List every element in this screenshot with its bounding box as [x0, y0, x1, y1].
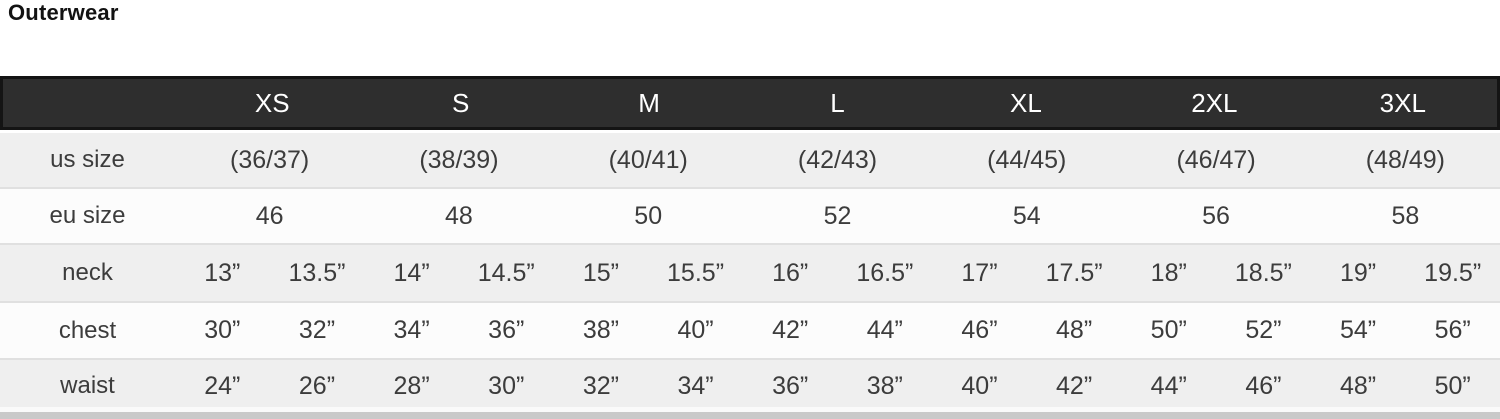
size-value-cell: (42/43)	[797, 145, 878, 174]
size-value-cell: 52	[823, 201, 852, 230]
row-label: neck	[62, 259, 113, 286]
size-value-cell: 54”	[1339, 316, 1377, 344]
size-value-cell: (36/37)	[230, 145, 310, 174]
size-value-cell: 28”	[393, 371, 430, 400]
size-value-cell: 44”	[1150, 371, 1187, 400]
size-value-cell: 48”	[1056, 316, 1093, 344]
size-value-cell: 14”	[393, 258, 430, 287]
measurement-row: eu size 46 48 50 52 54 56 58	[0, 187, 1500, 243]
size-value-cell: 56	[1202, 201, 1230, 230]
size-column-header: XL	[1010, 87, 1042, 118]
size-column-header: L	[830, 87, 845, 118]
size-value-cell: 46	[255, 201, 284, 230]
size-value-cell: 19.5”	[1424, 258, 1482, 287]
size-value-cell: 40”	[961, 371, 998, 400]
row-label: chest	[58, 316, 117, 344]
size-value-cell: 42”	[1056, 371, 1093, 400]
measurement-row: us size (36/37) (38/39) (40/41) (42/43) (44/4…	[0, 130, 1500, 187]
size-value-cell: 52”	[1245, 316, 1282, 344]
size-value-cell: 30”	[488, 371, 525, 400]
size-value-cell: 34”	[393, 316, 430, 344]
size-value-cell: 15.5”	[667, 258, 725, 287]
row-label: us size	[50, 146, 125, 173]
size-column-header: XS	[254, 87, 290, 118]
measurement-row: waist 24” 26” 28” 30” 32” 34” 36” 38” 40” 42” 44” 46…	[0, 358, 1500, 412]
size-value-cell: 48”	[1339, 371, 1377, 400]
size-value-cell: 54	[1012, 201, 1041, 230]
size-value-cell: 44”	[866, 316, 903, 344]
size-value-cell: (48/49)	[1365, 145, 1445, 174]
size-value-cell: 30”	[204, 316, 241, 344]
size-value-cell: 50	[634, 201, 663, 230]
size-value-cell: (44/45)	[987, 145, 1067, 174]
size-value-cell: 50”	[1434, 371, 1471, 400]
size-value-cell: 15”	[582, 258, 619, 287]
size-value-cell: 42”	[772, 316, 809, 344]
size-value-cell: 48	[445, 201, 473, 230]
size-value-cell: 24”	[204, 371, 241, 400]
size-value-cell: 56”	[1434, 316, 1471, 344]
size-value-cell: 18.5”	[1234, 258, 1292, 287]
size-value-cell: 14.5”	[477, 258, 535, 287]
size-value-cell: 16”	[772, 258, 809, 287]
size-value-cell: 19”	[1339, 258, 1377, 287]
next-section-top-edge	[0, 407, 1500, 419]
size-value-cell: 13”	[204, 258, 241, 287]
size-value-cell: (40/41)	[608, 145, 688, 174]
size-value-cell: (46/47)	[1176, 145, 1256, 174]
size-column-header: 3XL	[1379, 87, 1426, 118]
size-value-cell: 32”	[582, 371, 619, 400]
size-header-row: XS S M L XL 2XL 3XL	[0, 76, 1500, 130]
row-label: waist	[60, 372, 115, 399]
size-value-cell: 40”	[677, 316, 714, 344]
size-value-cell: 36”	[772, 371, 809, 400]
size-value-cell: 34”	[677, 371, 714, 400]
chart-title: Outerwear	[8, 0, 119, 25]
row-label: eu size	[49, 202, 126, 229]
size-value-cell: 38”	[866, 371, 903, 400]
size-value-cell: 13.5”	[288, 258, 346, 287]
size-value-cell: 46”	[1245, 371, 1282, 400]
size-value-cell: 38”	[582, 316, 619, 344]
size-value-cell: 17”	[961, 258, 998, 287]
size-value-cell: (38/39)	[419, 145, 499, 174]
measurement-row: chest 30” 32” 34” 36” 38” 40” 42” 44” 46” 48” 50” 52…	[0, 301, 1500, 358]
size-value-cell: 17.5”	[1045, 258, 1103, 287]
size-value-cell: 18”	[1150, 258, 1187, 287]
size-value-cell: 46”	[961, 316, 998, 344]
size-column-header: 2XL	[1191, 87, 1238, 118]
size-value-cell: 16.5”	[856, 258, 914, 287]
size-value-cell: 32”	[298, 316, 336, 344]
size-value-cell: 36”	[488, 316, 525, 344]
size-column-header: S	[451, 87, 470, 118]
size-value-cell: 58	[1391, 201, 1420, 230]
size-value-cell: 50”	[1150, 316, 1187, 344]
measurement-row: neck 13” 13.5” 14” 14.5” 15” 15.5” 16” 16.5” 17” 1…	[0, 243, 1500, 301]
size-value-cell: 26”	[298, 371, 336, 400]
size-chart-table: XS S M L XL 2XL 3XL us size (36/37) (38/39) (40/41…	[0, 76, 1500, 412]
size-column-header: M	[638, 87, 660, 118]
